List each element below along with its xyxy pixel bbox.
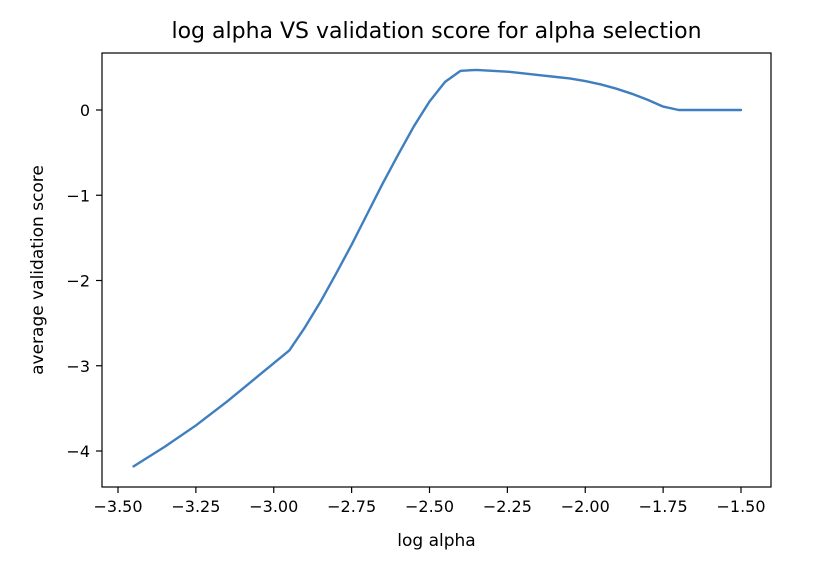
y-tick-label: 0 (80, 101, 90, 120)
y-axis-label: average validation score (28, 165, 48, 375)
x-tick-label: −3.50 (93, 497, 142, 516)
x-tick-label: −3.25 (171, 497, 220, 516)
x-tick-label: −2.50 (405, 497, 454, 516)
x-tick-label: −3.00 (249, 497, 298, 516)
x-tick-label: −2.00 (561, 497, 610, 516)
plot-area (132, 68, 743, 468)
y-tick-label: −3 (66, 357, 90, 376)
x-tick-label: −1.50 (716, 497, 765, 516)
y-tick-label: −1 (66, 186, 90, 205)
chart-title: log alpha VS validation score for alpha … (171, 19, 701, 44)
x-tick-label: −2.25 (483, 497, 532, 516)
x-axis-label: log alpha (397, 531, 475, 551)
y-tick-label: −4 (66, 442, 90, 461)
x-tick-label: −2.75 (327, 497, 376, 516)
y-tick-label: −2 (66, 272, 90, 291)
x-tick-label: −1.75 (639, 497, 688, 516)
y-axis: −4 −3 −2 −1 0 (66, 101, 102, 461)
series-line (132, 68, 743, 468)
plot-frame (101, 52, 772, 488)
x-axis: −3.50 −3.25 −3.00 −2.75 −2.50 −2.25 −2.00 −1.75… (93, 487, 766, 516)
